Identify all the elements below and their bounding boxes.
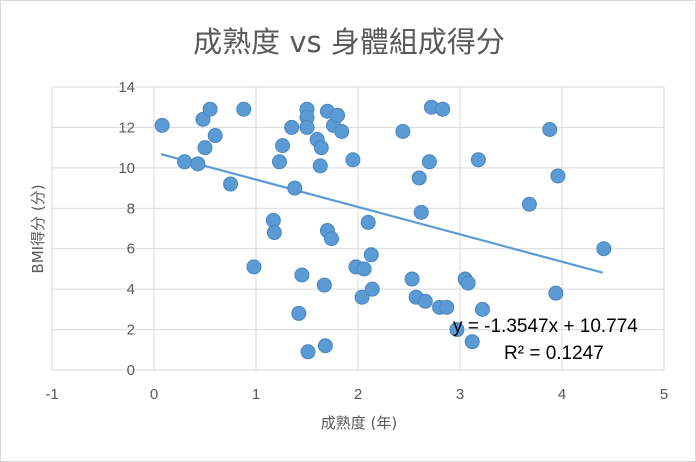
y-tick-label: 2 <box>127 322 135 339</box>
data-point <box>360 214 376 230</box>
x-tick-label: 1 <box>252 386 260 403</box>
data-point <box>460 275 476 291</box>
data-point <box>521 196 537 212</box>
data-point <box>291 305 307 321</box>
data-point <box>202 101 218 117</box>
data-point <box>284 119 300 135</box>
data-point <box>356 261 372 277</box>
data-point <box>354 289 370 305</box>
trendline <box>160 153 604 274</box>
data-point <box>177 154 193 170</box>
y-tick-label: 12 <box>118 119 135 136</box>
x-tick-label: 5 <box>660 386 668 403</box>
data-point <box>395 123 411 139</box>
data-point <box>317 338 333 354</box>
data-point <box>421 154 437 170</box>
data-point <box>550 168 566 184</box>
data-point <box>345 152 361 168</box>
data-point <box>364 281 380 297</box>
data-point <box>417 293 433 309</box>
data-point <box>411 170 427 186</box>
chart-title: 成熟度 vs 身體組成得分 <box>193 25 505 59</box>
x-tick-label: -1 <box>45 386 58 403</box>
data-point <box>223 176 238 192</box>
data-point <box>464 334 480 350</box>
data-point <box>197 140 213 156</box>
x-axis-title: 成熟度 (年) <box>321 414 397 432</box>
data-point <box>413 204 429 220</box>
data-point <box>330 107 346 123</box>
data-point <box>246 259 262 275</box>
data-point <box>449 322 465 338</box>
y-tick-label: 8 <box>127 200 135 217</box>
data-point <box>334 123 350 139</box>
data-point <box>316 277 332 293</box>
data-point <box>474 301 490 317</box>
trendline-equation: y = -1.3547x + 10.774 <box>453 316 638 337</box>
data-points <box>154 99 612 360</box>
data-point <box>236 101 252 117</box>
data-point <box>266 225 282 241</box>
trendline-layer <box>160 153 604 274</box>
data-point <box>195 111 211 127</box>
data-point <box>154 117 170 133</box>
data-point <box>548 285 564 301</box>
y-tick-label: 6 <box>127 241 135 258</box>
data-point <box>190 156 206 172</box>
data-point <box>435 101 451 117</box>
data-point <box>596 241 612 257</box>
data-point <box>287 180 303 196</box>
y-tick-label: 14 <box>118 79 135 96</box>
data-point <box>300 344 316 360</box>
r-squared-label: R² = 0.1247 <box>504 343 604 364</box>
x-tick-label: 0 <box>150 386 158 403</box>
x-tick-label: 3 <box>456 386 464 403</box>
data-point <box>313 140 329 156</box>
data-point <box>404 271 420 287</box>
data-point <box>275 138 291 154</box>
y-tick-label: 0 <box>127 362 135 379</box>
x-tick-label: 4 <box>558 386 566 403</box>
data-point <box>312 158 328 174</box>
y-tick-label: 10 <box>118 160 135 177</box>
data-point <box>271 154 287 170</box>
data-point <box>207 128 223 144</box>
data-point <box>470 152 486 168</box>
data-point <box>299 119 315 135</box>
y-tick-label: 4 <box>127 281 135 298</box>
data-point <box>439 299 455 315</box>
data-point <box>363 247 379 263</box>
gridlines <box>51 86 665 371</box>
y-axis-title: BMI得分 (分) <box>29 184 47 273</box>
data-point <box>542 121 558 137</box>
x-tick-label: 2 <box>354 386 362 403</box>
data-point <box>323 231 339 247</box>
data-point <box>294 267 310 283</box>
